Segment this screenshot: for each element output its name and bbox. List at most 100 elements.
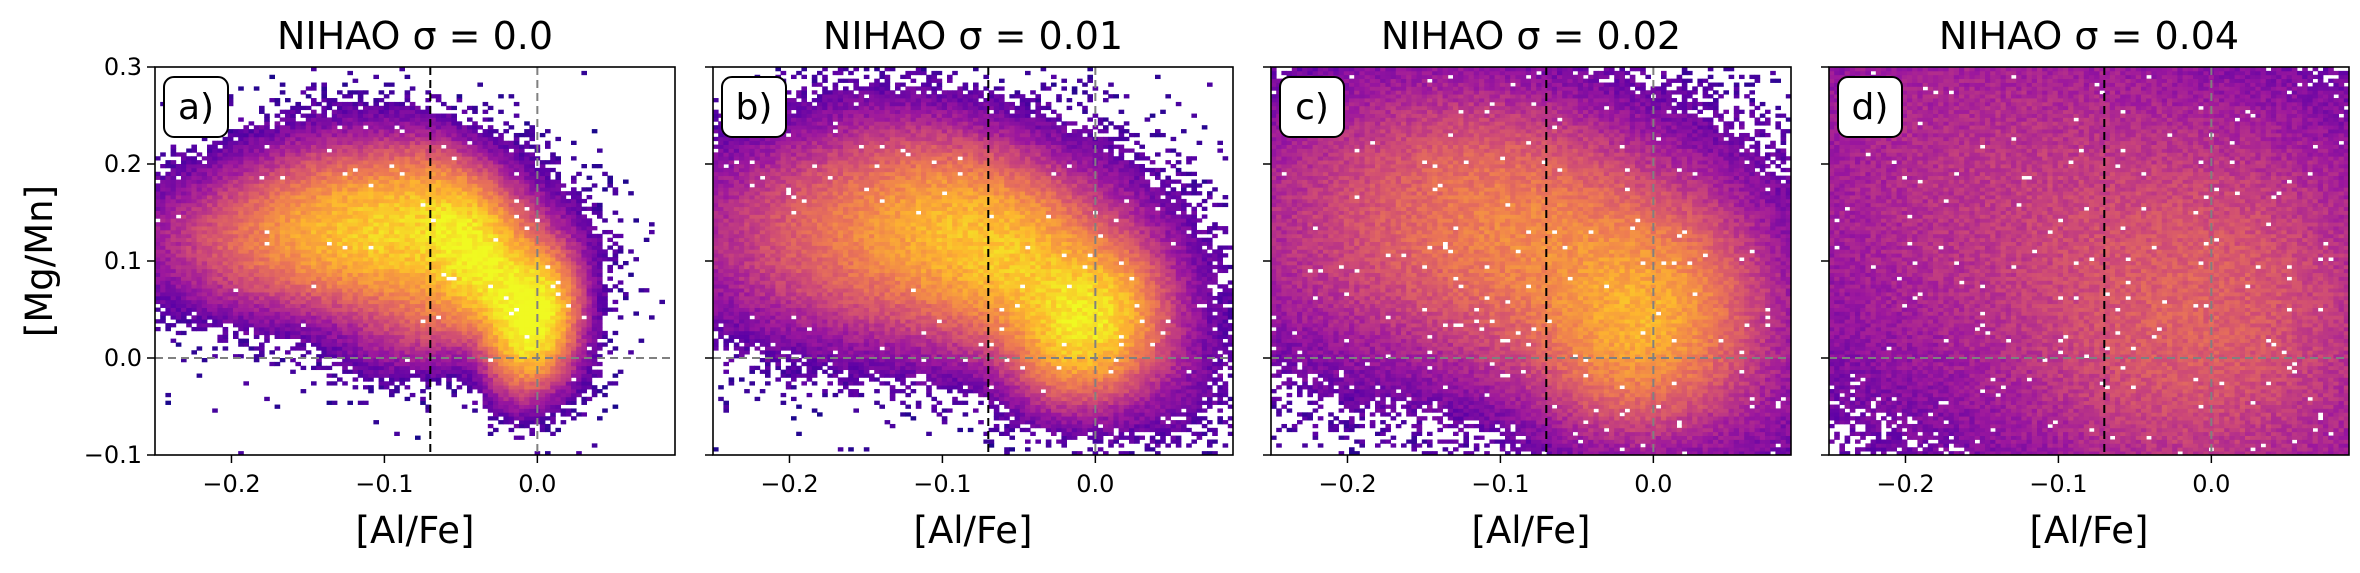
density-cell — [321, 214, 327, 218]
density-cell — [540, 253, 546, 257]
density-cell — [280, 218, 286, 222]
density-cell — [519, 245, 525, 249]
density-cell — [223, 277, 229, 281]
density-cell — [509, 315, 515, 319]
density-cell — [436, 214, 442, 218]
density-cell — [514, 296, 520, 300]
density-cell — [342, 156, 348, 160]
density-cell — [243, 296, 249, 300]
density-cell — [202, 308, 208, 312]
density-cell — [540, 308, 546, 312]
density-cell — [306, 187, 312, 191]
density-cell — [358, 218, 364, 222]
density-cell — [509, 211, 515, 215]
density-cell — [550, 199, 556, 203]
density-cell — [405, 160, 411, 164]
density-cell — [363, 168, 369, 172]
density-cell — [165, 284, 171, 288]
density-cell — [197, 211, 203, 215]
density-cell — [155, 327, 161, 331]
density-cell — [290, 199, 296, 203]
density-cell — [472, 180, 478, 184]
density-cell — [160, 191, 166, 195]
density-cell — [197, 292, 203, 296]
density-cell — [446, 176, 452, 180]
density-cell — [280, 234, 286, 238]
density-cell — [280, 323, 286, 327]
density-cell — [503, 168, 509, 172]
density-cell — [394, 362, 400, 366]
density-cell — [327, 117, 333, 121]
density-cell — [368, 156, 374, 160]
density-cell — [316, 222, 322, 226]
density-cell — [389, 83, 395, 87]
density-cell — [519, 222, 525, 226]
density-cell — [368, 214, 374, 218]
density-cell — [285, 191, 291, 195]
density-cell — [207, 323, 213, 327]
density-cell — [347, 195, 353, 199]
density-cell — [316, 331, 322, 335]
density-cell — [342, 342, 348, 346]
density-cell — [425, 114, 431, 118]
density-cell — [243, 222, 249, 226]
density-cell — [368, 137, 374, 141]
density-cell — [353, 137, 359, 141]
density-cell — [488, 385, 494, 389]
density-cell — [202, 187, 208, 191]
density-cell — [332, 121, 338, 125]
density-cell — [467, 176, 473, 180]
density-cell — [436, 176, 442, 180]
density-cell — [524, 339, 530, 343]
density-cell — [368, 230, 374, 234]
density-cell — [197, 257, 203, 261]
density-cell — [337, 168, 343, 172]
density-cell — [384, 257, 390, 261]
density-cell — [462, 370, 468, 374]
density-cell — [212, 148, 218, 152]
density-cell — [436, 331, 442, 335]
density-cell — [431, 296, 437, 300]
density-cell — [415, 311, 421, 315]
density-cell — [207, 172, 213, 176]
density-cell — [519, 148, 525, 152]
density-cell — [321, 94, 327, 98]
density-cell — [529, 284, 535, 288]
density-cell — [233, 311, 239, 315]
density-cell — [212, 280, 218, 284]
density-cell — [264, 288, 270, 292]
density-cell — [550, 261, 556, 265]
density-cell — [519, 377, 525, 381]
density-cell — [451, 137, 457, 141]
density-cell — [394, 350, 400, 354]
density-cell — [431, 342, 437, 346]
density-cell — [436, 141, 442, 145]
density-cell — [337, 121, 343, 125]
density-cell — [379, 370, 385, 374]
density-cell — [410, 152, 416, 156]
density-cell — [186, 156, 192, 160]
density-cell — [503, 416, 509, 420]
density-cell — [493, 319, 499, 323]
density-cell — [269, 218, 275, 222]
density-cell — [191, 145, 197, 149]
density-cell — [368, 148, 374, 152]
density-cell — [519, 366, 525, 370]
density-cell — [243, 292, 249, 296]
density-cell — [368, 226, 374, 230]
density-cell — [233, 199, 239, 203]
density-cell — [358, 284, 364, 288]
density-cell — [519, 160, 525, 164]
density-cell — [327, 245, 333, 249]
density-cell — [399, 366, 405, 370]
density-cell — [311, 288, 317, 292]
density-cell — [373, 296, 379, 300]
density-cell — [373, 129, 379, 133]
density-cell — [290, 265, 296, 269]
density-cell — [524, 366, 530, 370]
density-cell — [238, 86, 244, 90]
density-cell — [342, 273, 348, 277]
density-cell — [483, 152, 489, 156]
density-cell — [337, 280, 343, 284]
density-cell — [431, 226, 437, 230]
